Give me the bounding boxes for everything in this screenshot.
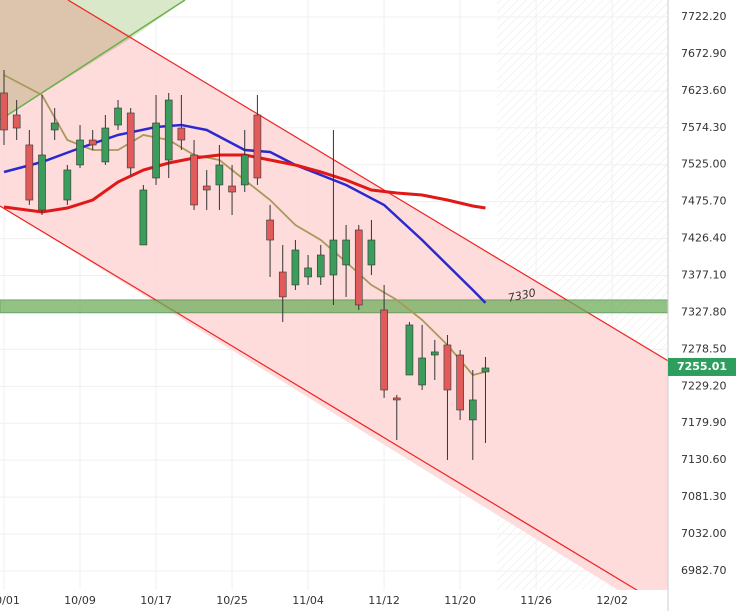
x-tick-label: 11/20	[444, 594, 476, 607]
candle-body	[456, 354, 464, 411]
x-tick-label: 10/17	[140, 594, 172, 607]
candle-body	[50, 122, 59, 131]
candle-body	[367, 239, 376, 266]
y-tick-label: 7722.20	[681, 10, 727, 23]
candle-body	[329, 239, 338, 276]
support-band	[0, 299, 669, 314]
candle-body	[63, 169, 72, 201]
candle-body	[304, 267, 312, 278]
trend-line	[0, 0, 186, 121]
candle-body	[114, 107, 122, 126]
candle-body	[76, 139, 84, 166]
zone-fill	[68, 0, 185, 37]
y-tick-label: 7672.90	[681, 47, 727, 60]
candle-body	[266, 219, 274, 241]
y-tick-label: 7032.00	[681, 527, 727, 540]
candle-body	[405, 324, 414, 376]
x-tick-label: 11/26	[520, 594, 552, 607]
candle-body	[278, 271, 287, 298]
candle-body	[126, 112, 135, 169]
candle-body	[228, 185, 236, 193]
candle-body	[177, 127, 186, 141]
y-tick-label: 7130.60	[681, 453, 727, 466]
candle-body	[468, 399, 477, 421]
y-tick-label: 6982.70	[681, 564, 727, 577]
candle-body	[25, 144, 34, 201]
candle-body	[240, 154, 249, 186]
x-tick-label: 11/12	[368, 594, 400, 607]
candle-body	[152, 122, 160, 179]
y-tick-label: 7278.50	[681, 342, 727, 355]
candle-body	[101, 127, 110, 163]
candle-body	[139, 189, 148, 246]
candle-body	[190, 154, 198, 206]
band-label: 7330	[507, 286, 537, 305]
y-tick-label: 7081.30	[681, 490, 727, 503]
candle-body	[253, 114, 262, 179]
candle-body	[215, 164, 224, 186]
candle-body	[291, 249, 300, 286]
candle-body	[38, 154, 46, 211]
candle-body	[202, 185, 211, 191]
candle-body	[443, 344, 452, 391]
candle-body	[430, 351, 439, 356]
last-price-tag	[668, 357, 736, 376]
x-tick-label: 10/01	[0, 594, 20, 607]
candle-body	[0, 92, 8, 131]
candle-body	[418, 357, 426, 386]
band: 7330	[0, 286, 669, 314]
x-tick-label: 10/09	[64, 594, 96, 607]
candle-body	[342, 239, 350, 266]
candle-body	[481, 367, 490, 373]
y-tick-label: 7475.70	[681, 195, 727, 208]
y-tick-label: 7229.20	[681, 379, 727, 392]
candle-body	[392, 397, 401, 401]
last-price-label: 7255.01	[677, 360, 727, 373]
y-tick-label: 7377.10	[681, 269, 727, 282]
y-tick-label: 7525.00	[681, 158, 727, 171]
candle-body	[316, 254, 325, 278]
candle-body	[354, 229, 363, 306]
y-tick-label: 7327.80	[681, 305, 727, 318]
marks	[0, 69, 490, 460]
x-tick-label: 12/02	[596, 594, 628, 607]
channel-line	[0, 205, 638, 590]
candle-body	[12, 114, 21, 129]
candle-body	[164, 99, 173, 161]
x-tick-label: 10/25	[216, 594, 248, 607]
x-tick-label: 11/04	[292, 594, 324, 607]
y-tick-label: 7623.60	[681, 84, 727, 97]
y-tick-label: 7179.90	[681, 416, 727, 429]
moving-average	[3, 74, 486, 377]
y-tick-label: 7574.30	[681, 121, 727, 134]
y-tick-label: 7426.40	[681, 232, 727, 245]
candle-body	[380, 309, 388, 391]
candle-body	[88, 139, 97, 146]
